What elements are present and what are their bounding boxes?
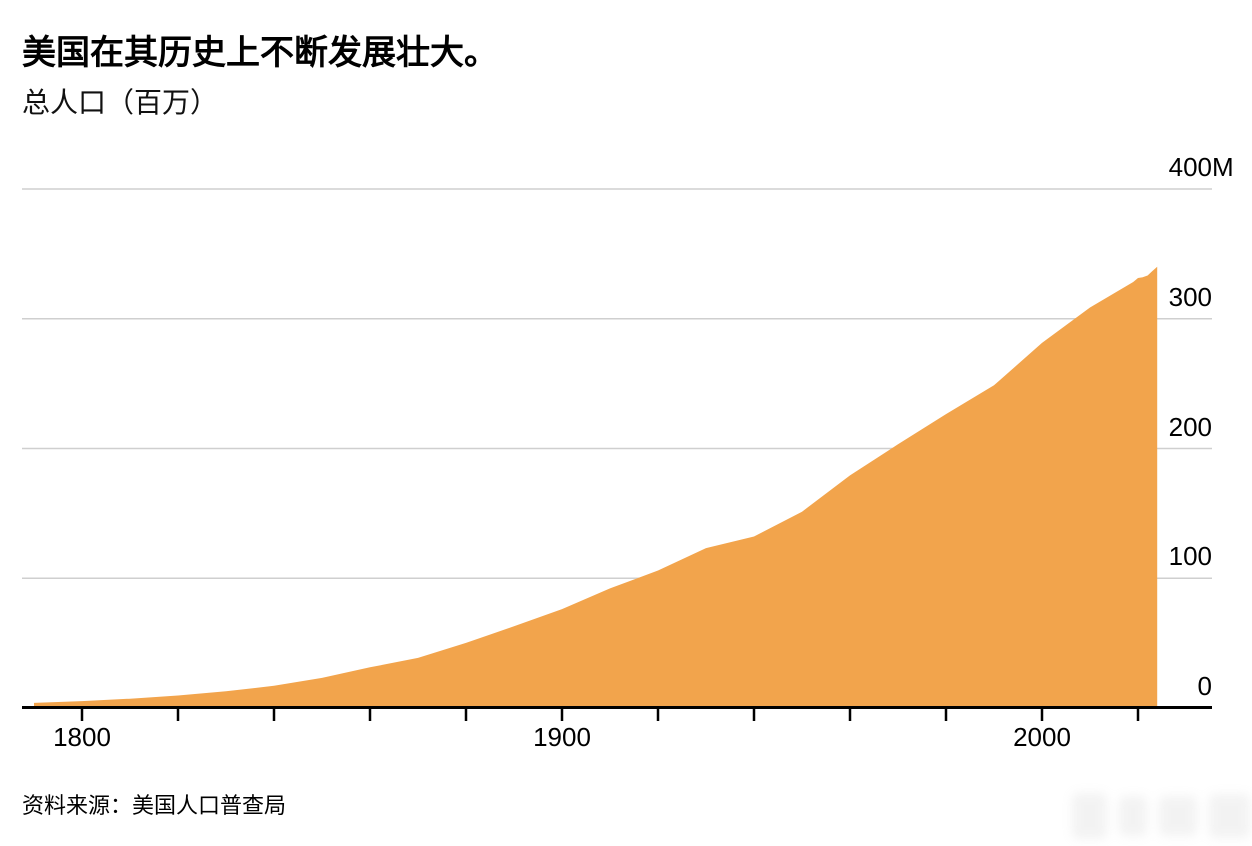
y-axis-label-200: 200 (1169, 414, 1212, 440)
y-axis-label-number: 0 (1197, 671, 1212, 701)
watermark-glyph (1072, 793, 1107, 839)
x-axis-label-1800: 1800 (53, 722, 111, 752)
x-axis-label-2000: 2000 (1013, 722, 1071, 752)
watermark-glyph (1158, 796, 1197, 836)
y-axis-label-number: 100 (1168, 541, 1212, 572)
y-axis-label-400M: 400 M (1168, 152, 1234, 182)
watermark-glyph (1118, 796, 1147, 836)
source-note: 资料来源：美国人口普查局 (22, 793, 287, 818)
y-axis-label-100: 100 (1169, 543, 1212, 569)
x-axis-label-1900: 1900 (533, 722, 591, 752)
y-axis-label-number: 400 (1168, 152, 1212, 182)
y-axis-label-300: 300 (1169, 284, 1212, 310)
watermark (1072, 792, 1250, 840)
population-area-series (34, 266, 1158, 708)
chart-subtitle: 总人口（百万） (22, 87, 219, 118)
y-axis-label-0: 0 (1198, 673, 1212, 699)
watermark-glyph (1208, 794, 1250, 838)
chart-title: 美国在其历史上不断发展壮大。 (22, 34, 498, 72)
y-axis-label-number: 200 (1168, 411, 1212, 442)
y-axis-label-suffix: M (1212, 152, 1234, 182)
y-axis-label-number: 300 (1168, 281, 1212, 312)
